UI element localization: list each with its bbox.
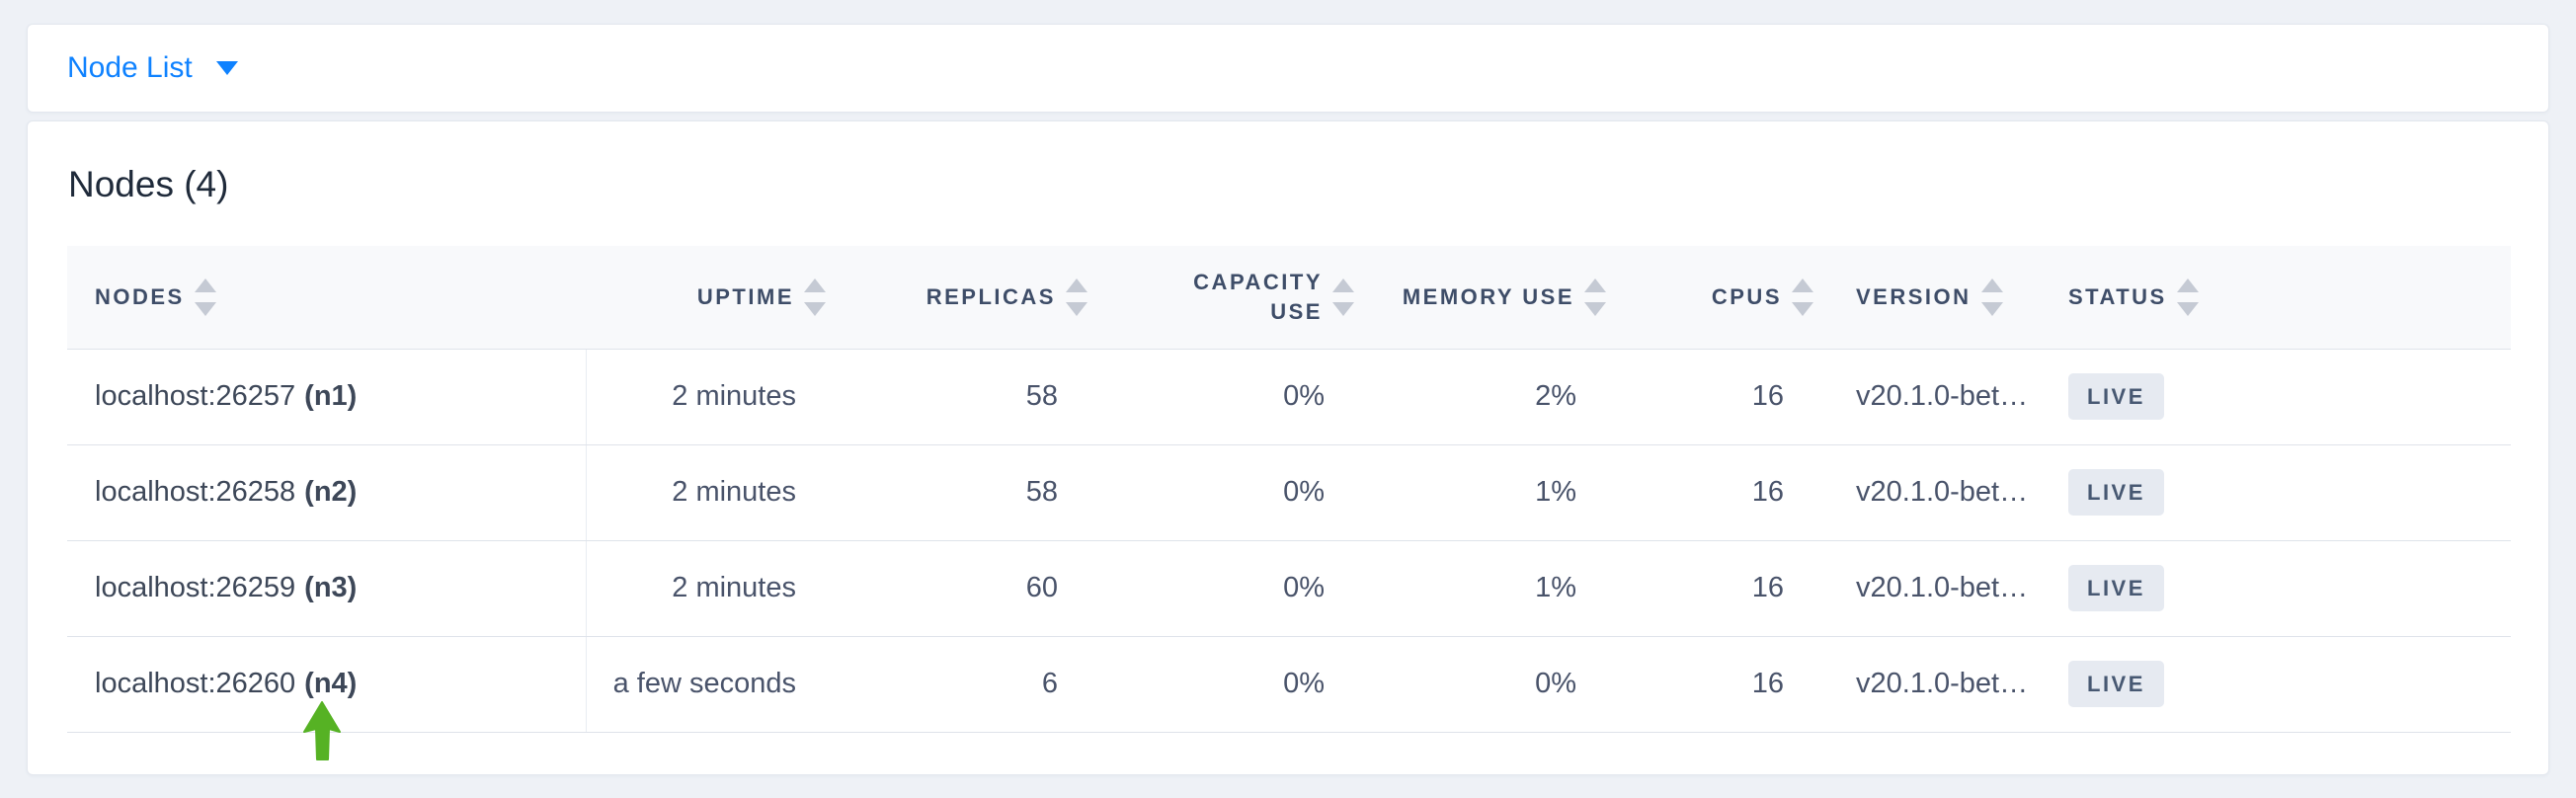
cpus-cell: 16	[1616, 540, 1823, 637]
column-header-capacity-use[interactable]: CAPACITY USE	[1097, 246, 1364, 350]
sort-arrows-icon	[1980, 278, 2003, 316]
sort-arrows-icon	[1066, 278, 1087, 316]
column-label: REPLICAS	[926, 283, 1056, 309]
column-label: VERSION	[1856, 283, 1972, 309]
replicas-cell: 60	[836, 540, 1097, 637]
capacity-use-cell: 0%	[1097, 349, 1364, 445]
memory-use-cell: 2%	[1364, 349, 1616, 445]
nodes-count-title: Nodes (4)	[68, 164, 229, 204]
node-list-table: NODES UPTIME REPLICAS	[67, 246, 2511, 733]
column-label: STATUS	[2068, 283, 2167, 309]
column-label: CPUS	[1711, 283, 1782, 309]
uptime-cell: 2 minutes	[586, 444, 836, 541]
table-row: localhost:26259 (n3) 2 minutes 60 0% 1% 1…	[67, 540, 2511, 637]
sort-arrows-icon	[2176, 278, 2199, 316]
status-badge: LIVE	[2068, 373, 2164, 420]
cpus-cell: 16	[1616, 636, 1823, 733]
sort-arrows-icon	[804, 278, 826, 316]
memory-use-cell: 1%	[1364, 540, 1616, 637]
status-cell: LIVE	[2051, 349, 2511, 445]
nodes-panel: Nodes (4) NODES UPTIME	[27, 120, 2549, 775]
version-cell: v20.1.0-bet…	[1823, 636, 2051, 733]
column-header-status[interactable]: STATUS	[2051, 246, 2511, 350]
caret-down-icon	[215, 61, 238, 75]
uptime-cell: a few seconds	[586, 636, 836, 733]
node-list-dropdown[interactable]: Node List	[67, 51, 238, 85]
status-cell: LIVE	[2051, 636, 2511, 733]
node-address: localhost:26259	[95, 572, 296, 603]
node-link[interactable]: localhost:26258 (n2)	[95, 476, 357, 508]
sort-arrows-icon	[194, 278, 216, 316]
column-header-nodes[interactable]: NODES	[67, 246, 586, 350]
status-cell: LIVE	[2051, 444, 2511, 541]
node-id: (n1)	[304, 380, 358, 412]
capacity-use-cell: 0%	[1097, 636, 1364, 733]
capacity-use-cell: 0%	[1097, 540, 1364, 637]
node-link[interactable]: localhost:26257 (n1)	[95, 380, 357, 412]
status-cell: LIVE	[2051, 540, 2511, 637]
sort-arrows-icon	[1792, 278, 1813, 316]
node-list-dropdown-label: Node List	[67, 51, 193, 84]
status-badge: LIVE	[2068, 565, 2164, 611]
column-label: CAPACITY USE	[1193, 270, 1323, 324]
version-cell: v20.1.0-bet…	[1823, 444, 2051, 541]
table-header-row: NODES UPTIME REPLICAS	[67, 246, 2511, 350]
column-header-uptime[interactable]: UPTIME	[586, 246, 836, 350]
capacity-use-cell: 0%	[1097, 444, 1364, 541]
node-id: (n3)	[304, 572, 358, 603]
column-label: MEMORY USE	[1402, 283, 1574, 309]
green-up-arrow-icon	[303, 701, 341, 760]
node-address: localhost:26257	[95, 380, 296, 412]
memory-use-cell: 0%	[1364, 636, 1616, 733]
status-badge: LIVE	[2068, 469, 2164, 516]
column-label: UPTIME	[696, 283, 794, 309]
cpus-cell: 16	[1616, 444, 1823, 541]
cpus-cell: 16	[1616, 349, 1823, 445]
column-header-replicas[interactable]: REPLICAS	[836, 246, 1097, 350]
node-link[interactable]: localhost:26260 (n4)	[95, 668, 357, 699]
replicas-cell: 58	[836, 444, 1097, 541]
uptime-cell: 2 minutes	[586, 349, 836, 445]
sort-arrows-icon	[1584, 278, 1606, 316]
replicas-cell: 58	[836, 349, 1097, 445]
node-address: localhost:26260	[95, 668, 296, 699]
sort-arrows-icon	[1332, 278, 1354, 316]
table-row: localhost:26260 (n4) a few seconds 6 0% 0…	[67, 636, 2511, 733]
column-label: NODES	[95, 283, 185, 309]
replicas-cell: 6	[836, 636, 1097, 733]
status-badge: LIVE	[2068, 661, 2164, 707]
column-header-memory-use[interactable]: MEMORY USE	[1364, 246, 1616, 350]
table-row: localhost:26258 (n2) 2 minutes 58 0% 1% 1…	[67, 444, 2511, 541]
view-selector-bar: Node List	[27, 24, 2549, 113]
memory-use-cell: 1%	[1364, 444, 1616, 541]
table-row: localhost:26257 (n1) 2 minutes 58 0% 2% 1…	[67, 349, 2511, 445]
column-header-cpus[interactable]: CPUS	[1616, 246, 1823, 350]
uptime-cell: 2 minutes	[586, 540, 836, 637]
node-id: (n4)	[304, 668, 358, 699]
version-cell: v20.1.0-bet…	[1823, 540, 2051, 637]
node-address: localhost:26258	[95, 476, 296, 508]
node-id: (n2)	[304, 476, 358, 508]
version-cell: v20.1.0-bet…	[1823, 349, 2051, 445]
node-link[interactable]: localhost:26259 (n3)	[95, 572, 357, 603]
column-header-version[interactable]: VERSION	[1823, 246, 2051, 350]
